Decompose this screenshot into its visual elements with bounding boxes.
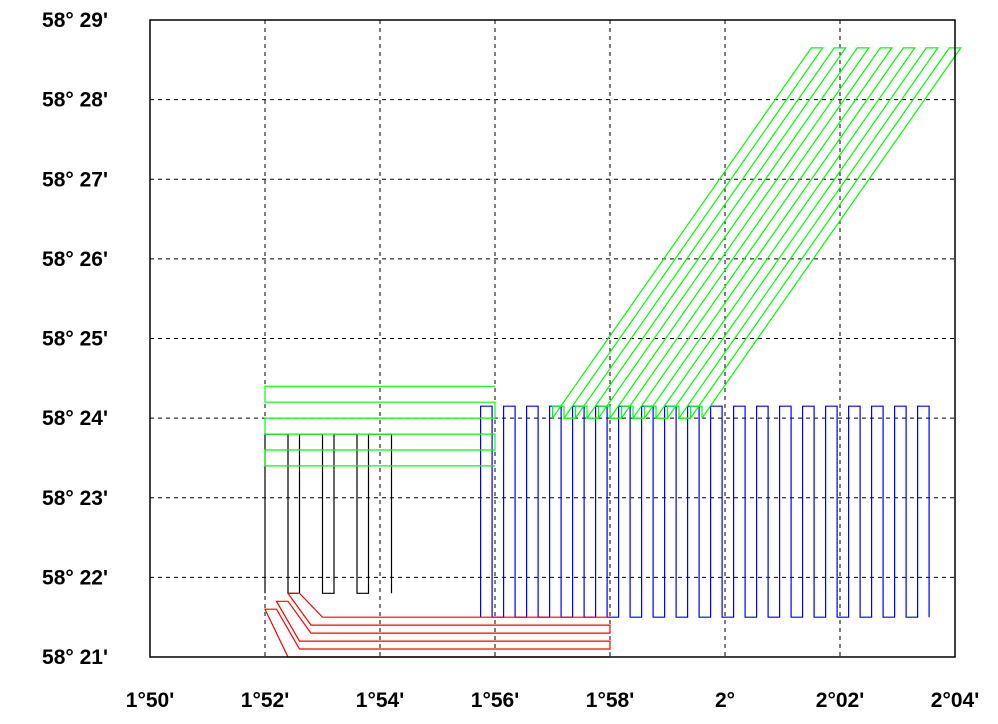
y-tick-label: 58° 27' [42, 168, 108, 191]
x-tick-label: 2°04' [931, 689, 979, 712]
plot-frame [149, 19, 956, 658]
series-2-track [264, 385, 496, 467]
y-tick-label: 58° 29' [42, 9, 108, 32]
x-tick-label: 1°52' [241, 689, 289, 712]
y-tick-label: 58° 21' [42, 646, 108, 669]
x-tick-label: 1°54' [356, 689, 404, 712]
y-axis: 58° 21' 58° 22' 58° 23' 58° 24' 58° 25' 58° 2… [42, 9, 108, 669]
series-5-track [264, 592, 611, 658]
x-tick-label: 1°58' [586, 689, 634, 712]
y-tick-label: 58° 23' [42, 487, 108, 510]
series-1-track [480, 405, 930, 618]
x-tick-label: 2° [715, 689, 735, 712]
grid [150, 20, 955, 657]
x-axis: 1°50' 1°52' 1°54' 1°56' 1°58' 2° 2°02' 2°04' [126, 689, 979, 712]
y-tick-label: 58° 26' [42, 248, 108, 271]
y-tick-label: 58° 25' [42, 328, 108, 351]
x-tick-label: 2°02' [816, 689, 864, 712]
plot-area [264, 47, 962, 658]
x-tick-label: 1°56' [471, 689, 519, 712]
y-tick-label: 58° 22' [42, 566, 108, 589]
y-tick-label: 58° 24' [42, 407, 108, 430]
series-3-track [551, 405, 703, 419]
y-tick-label: 58° 28' [42, 89, 108, 112]
x-tick-label: 1°50' [126, 689, 174, 712]
series-4-track [552, 47, 962, 419]
series-0-track [264, 433, 393, 594]
